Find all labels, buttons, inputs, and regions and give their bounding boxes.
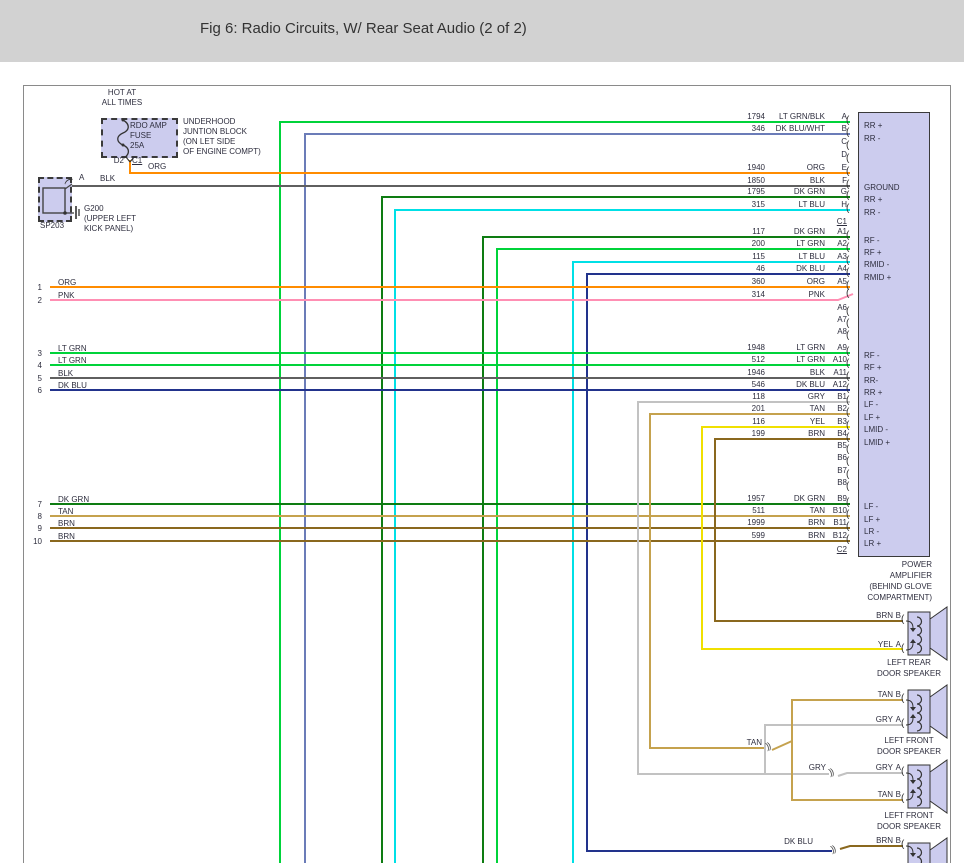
wire-rr-minus-ltblu bbox=[394, 209, 850, 863]
speaker-pin-arrow bbox=[905, 772, 914, 781]
fuse-element bbox=[117, 119, 130, 159]
speaker-cone bbox=[929, 837, 948, 863]
diagram-canvas bbox=[23, 85, 951, 863]
wire-rmid-minus-ltblu bbox=[572, 261, 850, 863]
splice-lead bbox=[64, 183, 73, 190]
connector-v bbox=[129, 156, 135, 163]
speaker-box bbox=[907, 611, 931, 656]
power-amplifier-connector-box bbox=[858, 112, 930, 557]
speaker-coil bbox=[916, 694, 923, 732]
wire-lmid-minus-yel bbox=[701, 426, 903, 650]
speaker-pin-arrowhead bbox=[910, 628, 916, 632]
wire-gry-branch-sp2 bbox=[764, 724, 903, 774]
speaker-pin-arrowhead bbox=[910, 780, 916, 784]
speaker-coil bbox=[916, 847, 923, 863]
wire-gry-to-sp3 bbox=[837, 772, 903, 777]
speaker-coil bbox=[916, 769, 923, 807]
wire-rr-minus-dkbluwht bbox=[304, 133, 850, 863]
speaker-cone bbox=[929, 684, 948, 739]
speaker-pin-arrowhead bbox=[910, 707, 916, 711]
speaker-pin-arrow bbox=[905, 620, 914, 629]
speaker-box bbox=[907, 689, 931, 734]
speaker-pin-arrow bbox=[905, 717, 914, 726]
speaker-cone bbox=[929, 759, 948, 814]
wire-rr-plus-dkgrn bbox=[381, 196, 850, 863]
wire-tan-to-sp2 bbox=[771, 699, 903, 751]
splice-symbol bbox=[42, 187, 66, 214]
figure-title-bar: Fig 6: Radio Circuits, W/ Rear Seat Audi… bbox=[0, 0, 964, 62]
speaker-coil bbox=[916, 616, 923, 654]
wire-sp4-brn-lead bbox=[839, 845, 903, 850]
speaker-pin-arrow bbox=[905, 699, 914, 708]
wire-lf-minus-gry bbox=[637, 401, 850, 775]
speaker-box bbox=[907, 842, 931, 863]
wire-rf-minus-dkgrn bbox=[482, 236, 850, 863]
wire-org-fuse-feed bbox=[129, 160, 850, 174]
speaker-pin-arrowhead bbox=[910, 789, 916, 793]
wire-tan-branch-sp3 bbox=[791, 741, 903, 801]
speaker-pin-arrow bbox=[905, 642, 914, 651]
speaker-pin-arrowhead bbox=[910, 853, 916, 857]
speaker-cone bbox=[929, 606, 948, 661]
speaker-pin-arrowhead bbox=[910, 639, 916, 643]
figure-title: Fig 6: Radio Circuits, W/ Rear Seat Audi… bbox=[200, 20, 527, 37]
speaker-box bbox=[907, 764, 931, 809]
fuse-dot bbox=[121, 143, 125, 147]
wire-rf-plus-ltgrn bbox=[496, 248, 850, 863]
wire-lmid-plus-brn bbox=[714, 438, 903, 622]
speaker-pin-arrow bbox=[905, 845, 914, 854]
speaker-pin-arrow bbox=[905, 792, 914, 801]
wire-wire2-pnk bbox=[50, 293, 854, 301]
wire-rr-plus-ltgrnblk bbox=[279, 121, 850, 863]
underhood-junction-block-box bbox=[101, 118, 178, 158]
wire-lf-plus-tan bbox=[649, 413, 850, 749]
fuse-dot bbox=[121, 118, 125, 122]
wire-rmid-plus-dkblu bbox=[586, 273, 850, 852]
speaker-pin-arrowhead bbox=[910, 714, 916, 718]
connector-v bbox=[125, 156, 131, 163]
